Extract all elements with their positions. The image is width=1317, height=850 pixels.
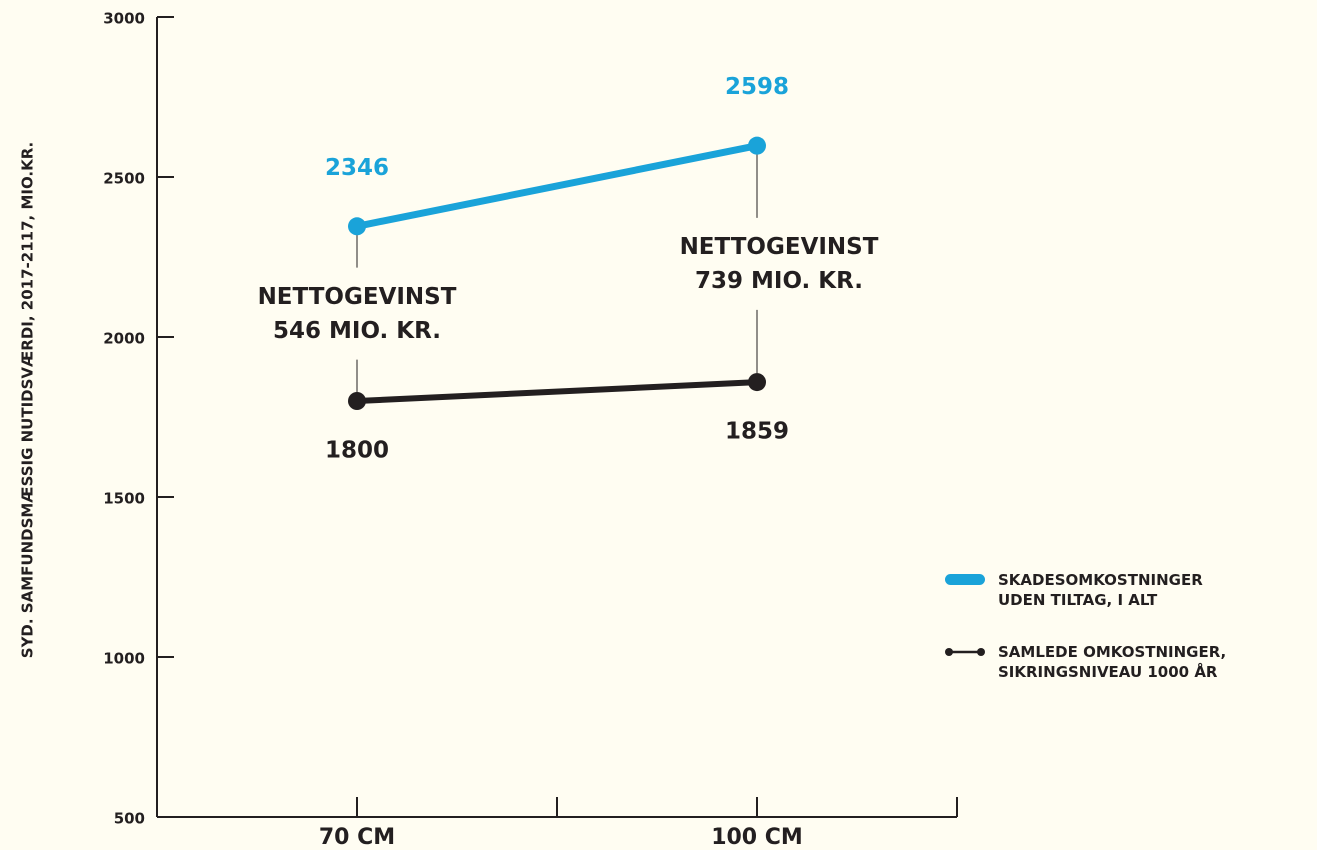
value-label: 1800 xyxy=(325,438,389,464)
legend-swatch xyxy=(945,574,985,585)
y-tick-label: 3000 xyxy=(103,10,145,28)
value-label: 1859 xyxy=(725,419,789,445)
point xyxy=(348,392,366,410)
y-tick-label: 2500 xyxy=(103,170,145,188)
value-label: 2346 xyxy=(325,155,389,181)
annotation: NETTOGEVINST 546 MIO. KR. xyxy=(257,283,457,344)
point xyxy=(348,217,366,236)
y-tick-label: 1000 xyxy=(103,650,145,668)
legend-swatch xyxy=(945,648,953,656)
legend-swatch xyxy=(977,648,985,656)
y-tick-label: 500 xyxy=(114,810,145,828)
y-tick-label: 1500 xyxy=(103,490,145,508)
y-tick-label: 2000 xyxy=(103,330,145,348)
y-axis-label: SYD. SAMFUNDSMÆSSIG NUTIDSVÆRDI, 2017-21… xyxy=(19,142,37,658)
x-tick-label: 70 CM xyxy=(319,825,395,850)
series-line xyxy=(356,142,758,230)
series-line xyxy=(356,379,758,404)
x-tick-label: 100 CM xyxy=(711,825,803,850)
annotation: NETTOGEVINST 739 MIO. KR. xyxy=(679,233,879,294)
legend-label: SAMLEDE OMKOSTNINGER, SIKRINGSNIVEAU 100… xyxy=(998,643,1227,681)
point xyxy=(748,136,766,155)
value-label: 2598 xyxy=(725,74,789,100)
legend-label: SKADESOMKOSTNINGER UDEN TILTAG, I ALT xyxy=(998,571,1203,609)
point xyxy=(748,373,766,392)
